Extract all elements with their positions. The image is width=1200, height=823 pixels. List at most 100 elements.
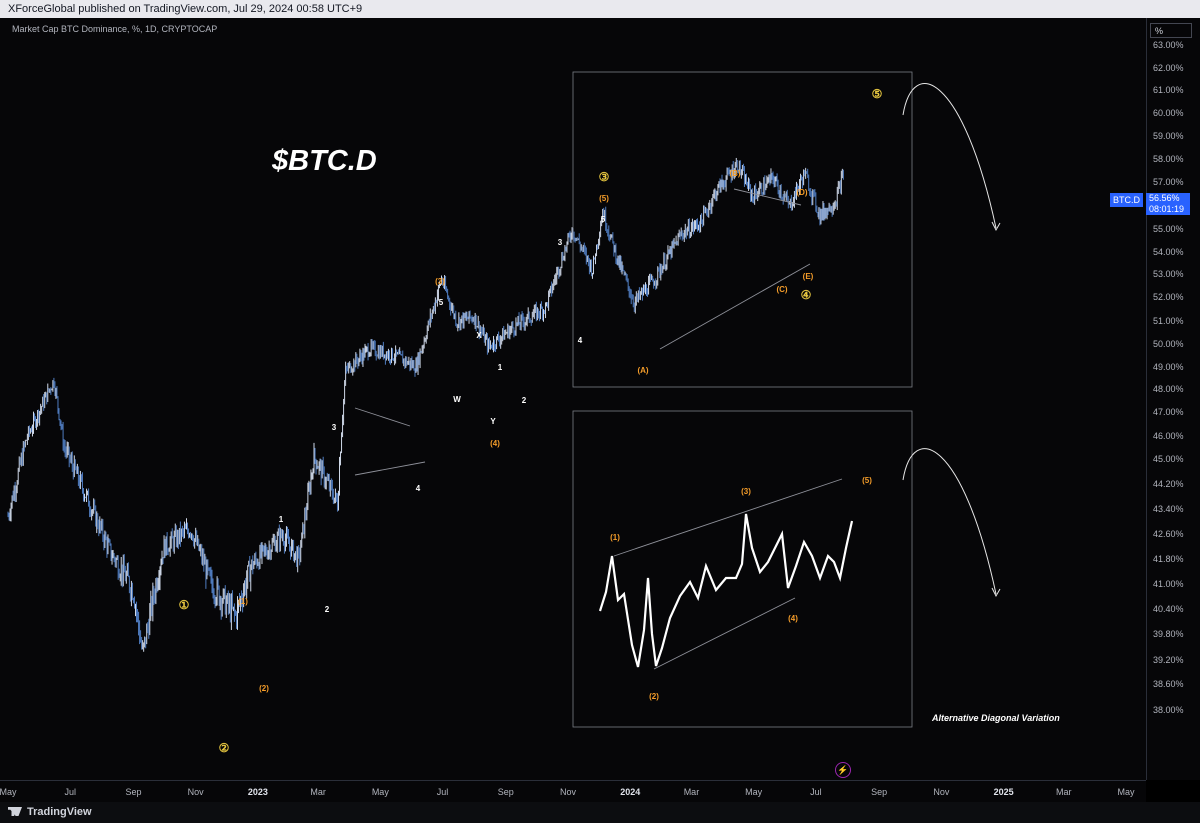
wave-label[interactable]: (3) (435, 277, 445, 286)
price-tick-label: 44.20% (1153, 479, 1184, 489)
wave-label[interactable]: 5 (439, 298, 444, 307)
wave-label[interactable]: (2) (649, 692, 659, 701)
price-tick-label: 57.00% (1153, 177, 1184, 187)
time-tick-label: Nov (933, 787, 950, 797)
last-price-value: 56.56% (1149, 193, 1180, 203)
price-chart[interactable]: ① ② ③ ④ ⑤ (1) (2) (3) (4) (5) (A) (B) (C) (D) (E) 1 2 3 4 5… (0, 18, 1146, 780)
wave-label[interactable]: ④ (801, 288, 812, 302)
wave-label[interactable]: (E) (803, 272, 814, 281)
trendline[interactable] (354, 407, 411, 427)
wave-label[interactable]: ② (219, 741, 230, 755)
time-axis[interactable]: May Jul Sep Nov 2023 Mar May Jul Sep Nov 2024 Mar Ma… (0, 780, 1146, 803)
wave-label[interactable]: 4 (416, 484, 421, 493)
wave-label[interactable]: (5) (862, 476, 872, 485)
time-tick-label: Jul (64, 787, 76, 797)
wave-label[interactable]: W (453, 395, 461, 404)
price-tick-label: 38.00% (1153, 705, 1184, 715)
price-tick-label: 41.80% (1153, 554, 1184, 564)
publish-bar: XForceGlobal published on TradingView.co… (0, 0, 1200, 18)
wave-label[interactable]: 4 (578, 336, 583, 345)
publish-info: XForceGlobal published on TradingView.co… (8, 3, 363, 15)
price-tick-label: 43.40% (1153, 504, 1184, 514)
time-scale: May Jul Sep Nov 2023 Mar May Jul Sep Nov 2024 Mar Ma… (0, 787, 1135, 797)
wave-label[interactable]: (2) (259, 684, 269, 693)
time-tick-label: Sep (125, 787, 141, 797)
wave-label[interactable]: 1 (279, 515, 284, 524)
wave-label[interactable]: X (476, 331, 482, 340)
price-tick-label: 50.00% (1153, 339, 1184, 349)
price-tick-label: 49.00% (1153, 362, 1184, 372)
wave-label[interactable]: 1 (498, 363, 503, 372)
arrow-head (991, 587, 1001, 598)
wave-label[interactable]: ⑤ (872, 87, 883, 101)
wave-label[interactable]: ③ (599, 170, 610, 184)
time-tick-label: 2023 (248, 787, 268, 797)
trendline[interactable] (653, 597, 796, 670)
price-tick-label: 47.00% (1153, 407, 1184, 417)
time-tick-label: May (372, 787, 390, 797)
drawings (354, 71, 1001, 728)
symbol-badge: BTC.D (1110, 193, 1143, 207)
trendline[interactable] (354, 461, 426, 476)
brand-name: TradingView (27, 806, 92, 818)
wave-label[interactable]: Y (490, 417, 496, 426)
wave-label[interactable]: (4) (490, 439, 500, 448)
price-tick-label: 61.00% (1153, 85, 1184, 95)
wave-label[interactable]: (A) (637, 366, 648, 375)
alternative-count-box[interactable] (572, 410, 913, 728)
time-tick-label: Nov (560, 787, 577, 797)
trendline[interactable] (613, 478, 843, 557)
price-tick-label: 60.00% (1153, 108, 1184, 118)
price-tick-label: 39.80% (1153, 629, 1184, 639)
wave-label[interactable]: 5 (601, 215, 606, 224)
wave-label[interactable]: 2 (325, 605, 330, 614)
wave-label[interactable]: 3 (332, 423, 337, 432)
projection-arrow[interactable] (902, 83, 997, 229)
wave-label[interactable]: 2 (522, 396, 527, 405)
time-tick-label: Mar (310, 787, 326, 797)
alternative-note: Alternative Diagonal Variation (932, 713, 1060, 723)
trendline[interactable] (659, 263, 811, 350)
price-tick-label: 46.00% (1153, 431, 1184, 441)
arrow-head (991, 221, 1001, 232)
wave-label[interactable]: (1) (238, 597, 248, 606)
primary-count-box[interactable] (572, 71, 913, 388)
projection-arrow[interactable] (902, 448, 997, 595)
wave-label[interactable]: (3) (741, 487, 751, 496)
time-tick-label: Jul (810, 787, 822, 797)
percent-scale-button[interactable]: % (1150, 23, 1192, 38)
chart-area[interactable]: ① ② ③ ④ ⑤ (1) (2) (3) (4) (5) (A) (B) (C) (D) (E) 1 2 3 4 5… (0, 18, 1146, 780)
tradingview-logo[interactable]: TradingView (8, 806, 92, 818)
wave-label[interactable]: ① (179, 598, 190, 612)
time-tick-label: Mar (684, 787, 700, 797)
price-tick-label: 51.00% (1153, 316, 1184, 326)
wave-label[interactable]: (4) (788, 614, 798, 623)
price-tick-label: 62.00% (1153, 63, 1184, 73)
time-tick-label: Jul (437, 787, 449, 797)
price-tick-label: 45.00% (1153, 454, 1184, 464)
wave-label[interactable]: (D) (796, 188, 807, 197)
wave-label[interactable]: (5) (599, 194, 609, 203)
time-tick-label: Sep (498, 787, 514, 797)
tradingview-logo-icon (8, 807, 22, 816)
price-tick-label: 39.20% (1153, 655, 1184, 665)
price-tick-label: 53.00% (1153, 269, 1184, 279)
price-tick-label: 58.00% (1153, 154, 1184, 164)
trendline[interactable] (733, 188, 802, 206)
time-tick-label: May (1117, 787, 1135, 797)
wave-label[interactable]: (1) (610, 533, 620, 542)
price-axis[interactable]: 63.00% 62.00% 61.00% 60.00% 59.00% 58.00% 57.0… (1146, 18, 1200, 780)
price-tick-label: 52.00% (1153, 292, 1184, 302)
price-tick-label: 40.40% (1153, 604, 1184, 614)
wave-label[interactable]: (B) (729, 169, 740, 178)
footer-bar: TradingView (0, 802, 1200, 823)
price-scale: 63.00% 62.00% 61.00% 60.00% 59.00% 58.00% 57.0… (1153, 40, 1184, 715)
lightning-icon[interactable]: ⚡ (835, 762, 851, 778)
time-tick-label: Nov (188, 787, 205, 797)
wave-label[interactable]: 3 (558, 238, 563, 247)
price-tick-label: 54.00% (1153, 247, 1184, 257)
wave-labels: ① ② ③ ④ ⑤ (1) (2) (3) (4) (5) (A) (B) (C) (D) (E) 1 2 3 4 5… (179, 87, 883, 755)
symbol-legend[interactable]: Market Cap BTC Dominance, %, 1D, CRYPTOC… (12, 24, 218, 34)
price-tick-label: 42.60% (1153, 529, 1184, 539)
wave-label[interactable]: (C) (776, 285, 787, 294)
